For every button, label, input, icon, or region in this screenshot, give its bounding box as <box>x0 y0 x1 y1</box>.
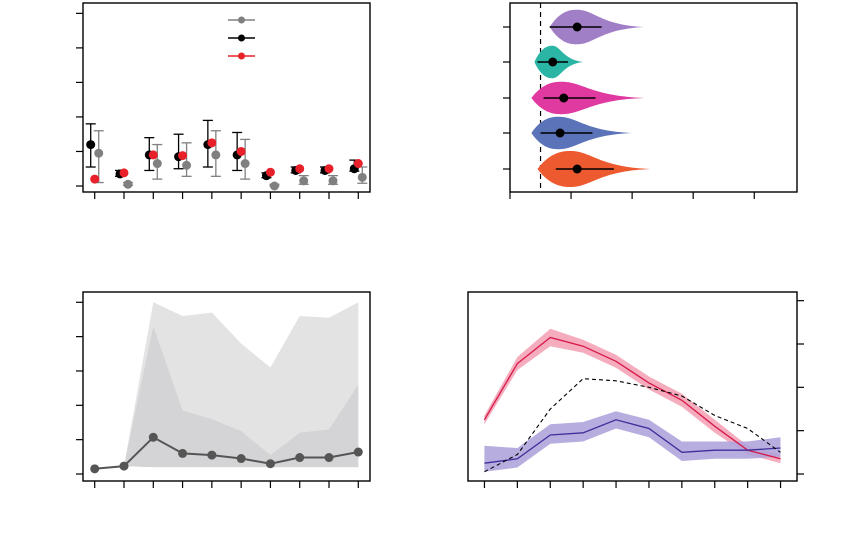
panel-c-series-line <box>94 436 359 470</box>
panel-a-point <box>152 159 162 169</box>
panel-a-dot-errorbar-chart <box>76 2 371 199</box>
panel-a-point <box>119 168 129 178</box>
panel-a-point <box>353 159 363 169</box>
panel-a-point <box>123 179 133 189</box>
panel-a-point <box>178 151 188 161</box>
panel-a-point <box>86 140 96 150</box>
panel-c-point <box>148 432 158 442</box>
panel-a-legend-marker <box>238 16 245 24</box>
panel-a-point <box>299 176 309 186</box>
panel-a-point <box>324 164 334 174</box>
panel-a-point <box>148 150 158 160</box>
panel-d-series-line <box>484 419 781 464</box>
panel-a-point <box>94 148 104 158</box>
panel-a-point <box>295 164 305 174</box>
panel-a-plot-frame <box>82 2 371 193</box>
panel-c-line-band-chart <box>76 291 371 488</box>
panel-a-legend-marker <box>238 52 245 60</box>
panel-c-point <box>265 459 275 469</box>
panel-d-series-line <box>483 336 781 460</box>
panel-c-point <box>295 453 305 463</box>
panel-a-point <box>328 176 338 186</box>
panel-a-point <box>265 167 275 177</box>
panel-d-dashed-line <box>484 378 781 473</box>
panel-a-point <box>357 172 367 182</box>
panel-c-point <box>353 447 363 457</box>
panel-d-line-band-chart <box>467 291 804 488</box>
panel-a-legend-marker <box>238 34 245 42</box>
panel-a-point <box>207 138 217 148</box>
panel-c-point <box>324 453 334 463</box>
panel-d-band <box>484 411 781 472</box>
panel-c-point <box>207 450 217 460</box>
panel-c-plot-frame <box>82 291 371 482</box>
panel-c-point <box>90 464 100 474</box>
panel-c-point <box>236 454 246 464</box>
panel-b-median-point <box>572 22 582 32</box>
panel-a-point <box>90 174 100 184</box>
panel-b-median-point <box>548 57 558 67</box>
panel-b-median-point <box>555 128 565 138</box>
panel-b-median-point <box>559 93 569 103</box>
panel-c-point <box>119 461 129 471</box>
panel-d-plot-frame <box>467 291 798 482</box>
panel-a-point <box>211 150 221 160</box>
panel-c-band <box>94 326 359 469</box>
panel-a-point <box>240 159 250 169</box>
panel-a-point <box>182 160 192 170</box>
panel-a-point <box>269 181 279 191</box>
panel-a-point <box>236 146 246 156</box>
panel-b-violin-chart <box>503 2 798 199</box>
panel-b-median-point <box>572 164 582 174</box>
panel-c-point <box>178 448 188 458</box>
